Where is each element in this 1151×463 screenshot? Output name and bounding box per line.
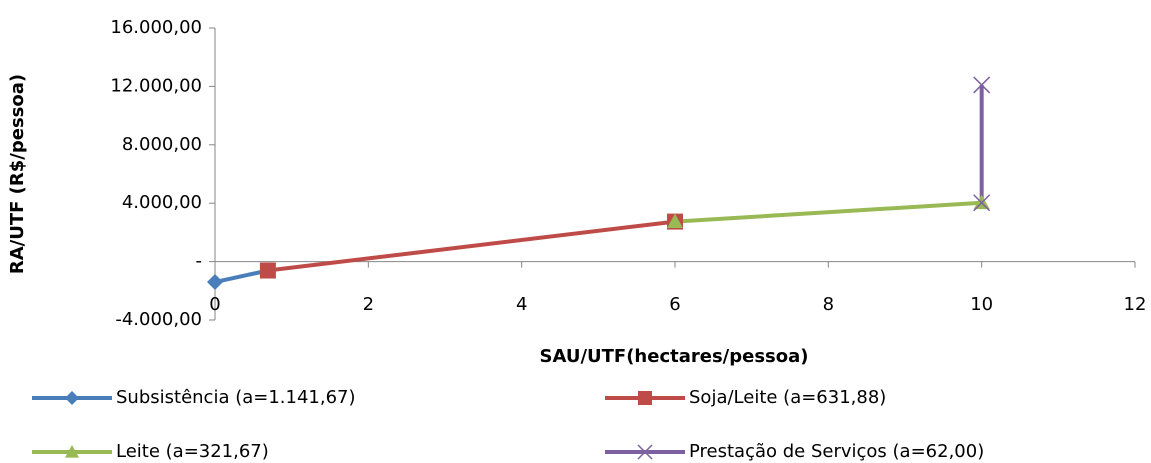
marker xyxy=(207,274,223,291)
series-line xyxy=(267,219,676,273)
x-axis-title: SAU/UTF(hectares/pessoa) xyxy=(539,346,808,367)
y-tick-label: 8.000,00 xyxy=(122,134,202,155)
x-tick-label: 12 xyxy=(1124,294,1147,315)
marker xyxy=(259,262,276,279)
marker xyxy=(667,213,683,228)
marker xyxy=(973,76,991,94)
legend-marker xyxy=(65,391,79,405)
x-tick-label: 6 xyxy=(669,294,680,315)
legend-label: Soja/Leite (a=631,88) xyxy=(689,387,886,408)
legend-marker xyxy=(65,445,79,458)
y-axis-title: RA/UTF (R$/pessoa) xyxy=(7,74,28,274)
legend-label: Prestação de Serviços (a=62,00) xyxy=(689,441,984,462)
legend-label: Subsistência (a=1.141,67) xyxy=(116,387,356,408)
y-tick-label: - xyxy=(196,251,203,272)
legend-marker xyxy=(638,391,652,405)
x-tick-label: 8 xyxy=(823,294,834,315)
x-tick-label: 2 xyxy=(363,294,374,315)
legend-label: Leite (a=321,67) xyxy=(116,441,269,462)
x-tick-label: 4 xyxy=(516,294,527,315)
y-tick-label: 16.000,00 xyxy=(110,17,202,38)
legend-marker xyxy=(637,444,653,460)
series-line xyxy=(214,268,269,284)
x-tick-label: 0 xyxy=(209,294,220,315)
y-tick-label: -4.000,00 xyxy=(115,309,202,330)
marker xyxy=(973,194,991,212)
x-tick-label: 10 xyxy=(970,294,993,315)
y-tick-label: 12.000,00 xyxy=(110,75,202,96)
y-tick-label: 4.000,00 xyxy=(122,192,202,213)
series-line xyxy=(674,200,982,224)
